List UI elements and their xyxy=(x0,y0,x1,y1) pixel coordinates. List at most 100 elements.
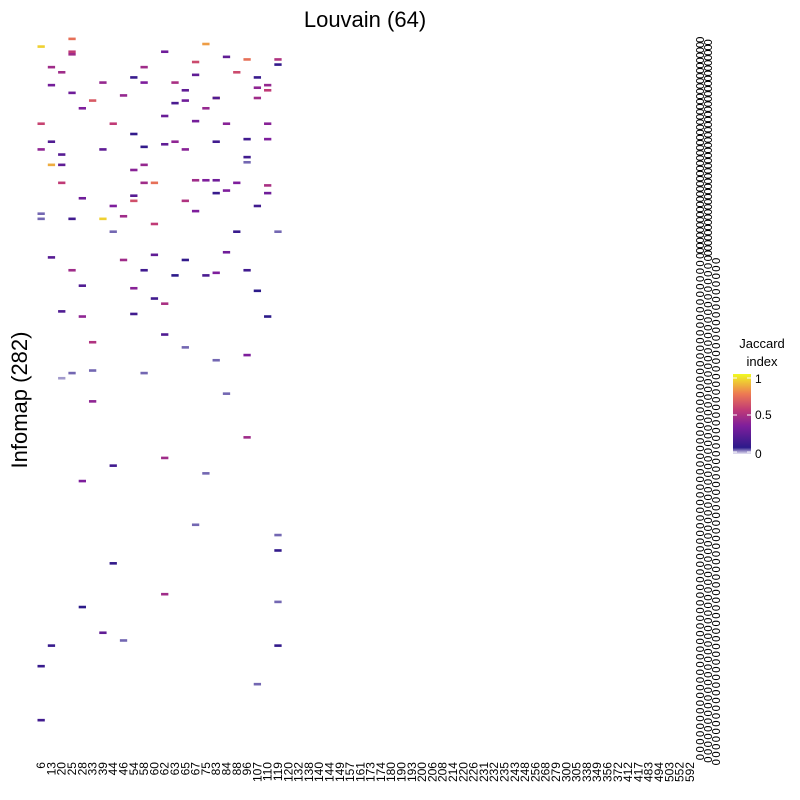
row-label: 0 xyxy=(701,586,714,593)
row-label: 0 xyxy=(709,504,722,511)
x-tick-label: 62 xyxy=(158,762,172,776)
heatmap-cell xyxy=(161,592,169,596)
row-label: 0 xyxy=(693,139,706,146)
row-label: 0 xyxy=(709,496,722,503)
heatmap-cell xyxy=(243,155,251,159)
row-label: 0 xyxy=(701,111,714,118)
row-label: 0 xyxy=(701,463,714,470)
x-tick-label: 232 xyxy=(487,762,501,782)
x-tick-label: 412 xyxy=(621,762,635,782)
heatmap-cell xyxy=(68,91,76,95)
x-tick-label: 28 xyxy=(75,762,89,776)
heatmap-cell xyxy=(58,70,66,74)
row-label: 0 xyxy=(693,568,706,575)
row-label: 0 xyxy=(709,273,722,280)
x-tick-label: 65 xyxy=(178,762,192,776)
x-tick-label: 226 xyxy=(467,762,481,782)
row-label: 0 xyxy=(709,473,722,480)
heatmap-cell xyxy=(202,178,210,182)
row-label: 0 xyxy=(701,270,714,277)
heatmap-cell xyxy=(78,315,86,318)
heatmap-cell xyxy=(243,436,251,439)
row-label: 0 xyxy=(701,142,714,149)
row-label: 0 xyxy=(693,113,706,120)
row-label: 0 xyxy=(709,712,722,719)
heatmap-cell xyxy=(99,217,107,221)
row-label: 0 xyxy=(701,502,714,509)
row-label: 0 xyxy=(693,291,706,298)
row-label: 0 xyxy=(693,584,706,591)
row-label: 0 xyxy=(701,478,714,485)
row-label: 0 xyxy=(693,638,706,645)
heatmap-cell xyxy=(222,55,231,59)
row-label: 0 xyxy=(693,700,706,707)
heatmap-cell xyxy=(161,456,169,460)
x-tick-label: 63 xyxy=(168,762,182,776)
row-label: 0 xyxy=(701,625,714,632)
heatmap-cell xyxy=(58,181,66,185)
heatmap-cell xyxy=(78,479,86,483)
row-label: 0 xyxy=(701,178,714,185)
row-label: 0 xyxy=(701,188,714,195)
row-label: 0 xyxy=(701,610,714,617)
row-label: 0 xyxy=(709,288,722,295)
x-tick-label: 180 xyxy=(384,762,398,782)
row-label: 0 xyxy=(701,147,714,154)
row-label: 0 xyxy=(693,196,706,203)
row-label: 0 xyxy=(701,157,714,164)
x-tick-label: 552 xyxy=(673,762,687,782)
heatmap-cell xyxy=(233,181,241,185)
heatmap-cell xyxy=(191,60,200,64)
row-label: 0 xyxy=(693,437,706,444)
chart-title: Louvain (64) xyxy=(304,7,426,32)
heatmap-cell xyxy=(150,253,159,257)
heatmap-cell xyxy=(99,81,107,84)
heatmap-cell xyxy=(191,523,200,527)
row-label: 0 xyxy=(709,458,722,465)
heatmap-cell xyxy=(68,50,76,54)
heatmap-cell xyxy=(119,258,128,262)
row-label: 0 xyxy=(701,748,714,755)
heatmap-cell xyxy=(99,148,107,151)
row-label: 0 xyxy=(709,589,722,596)
row-label: 0 xyxy=(693,522,706,529)
row-label: 0 xyxy=(701,640,714,647)
row-label: 0 xyxy=(701,548,714,555)
row-label: 0 xyxy=(701,203,714,210)
row-label: 0 xyxy=(693,360,706,367)
row-label: 0 xyxy=(693,707,706,714)
x-tick-label: 243 xyxy=(508,762,522,782)
heatmap-cell xyxy=(140,181,148,185)
row-label: 0 xyxy=(701,532,714,539)
heatmap-cell xyxy=(181,199,189,203)
row-label: 0 xyxy=(701,198,714,205)
legend-colorbar xyxy=(733,374,751,454)
row-label: 0 xyxy=(693,129,706,136)
row-label: 0 xyxy=(709,604,722,611)
heatmap-cell xyxy=(140,163,148,167)
heatmap-cell xyxy=(119,214,128,218)
legend-title: Jaccard xyxy=(739,336,785,351)
heatmap-cell xyxy=(150,181,159,185)
heatmap-cell xyxy=(47,256,56,259)
heatmap-cell xyxy=(253,96,262,100)
heatmap-cell xyxy=(109,204,117,208)
row-label: 0 xyxy=(693,599,706,606)
heatmap-cell xyxy=(78,284,86,287)
x-tick-label: 54 xyxy=(127,762,141,776)
row-label: 0 xyxy=(701,725,714,732)
row-label: 0 xyxy=(709,643,722,650)
row-label: 0 xyxy=(701,394,714,401)
row-label: 0 xyxy=(701,633,714,640)
row-label: 0 xyxy=(693,227,706,234)
heatmap-cell xyxy=(58,376,66,380)
row-label: 0 xyxy=(693,468,706,475)
heatmap-cell xyxy=(130,199,138,203)
heatmap-cell xyxy=(191,73,200,77)
row-label: 0 xyxy=(701,471,714,478)
row-label: 0 xyxy=(693,445,706,452)
heatmap-cell xyxy=(191,178,200,182)
row-label: 0 xyxy=(693,306,706,313)
row-label: 0 xyxy=(701,371,714,378)
row-label: 0 xyxy=(709,450,722,457)
